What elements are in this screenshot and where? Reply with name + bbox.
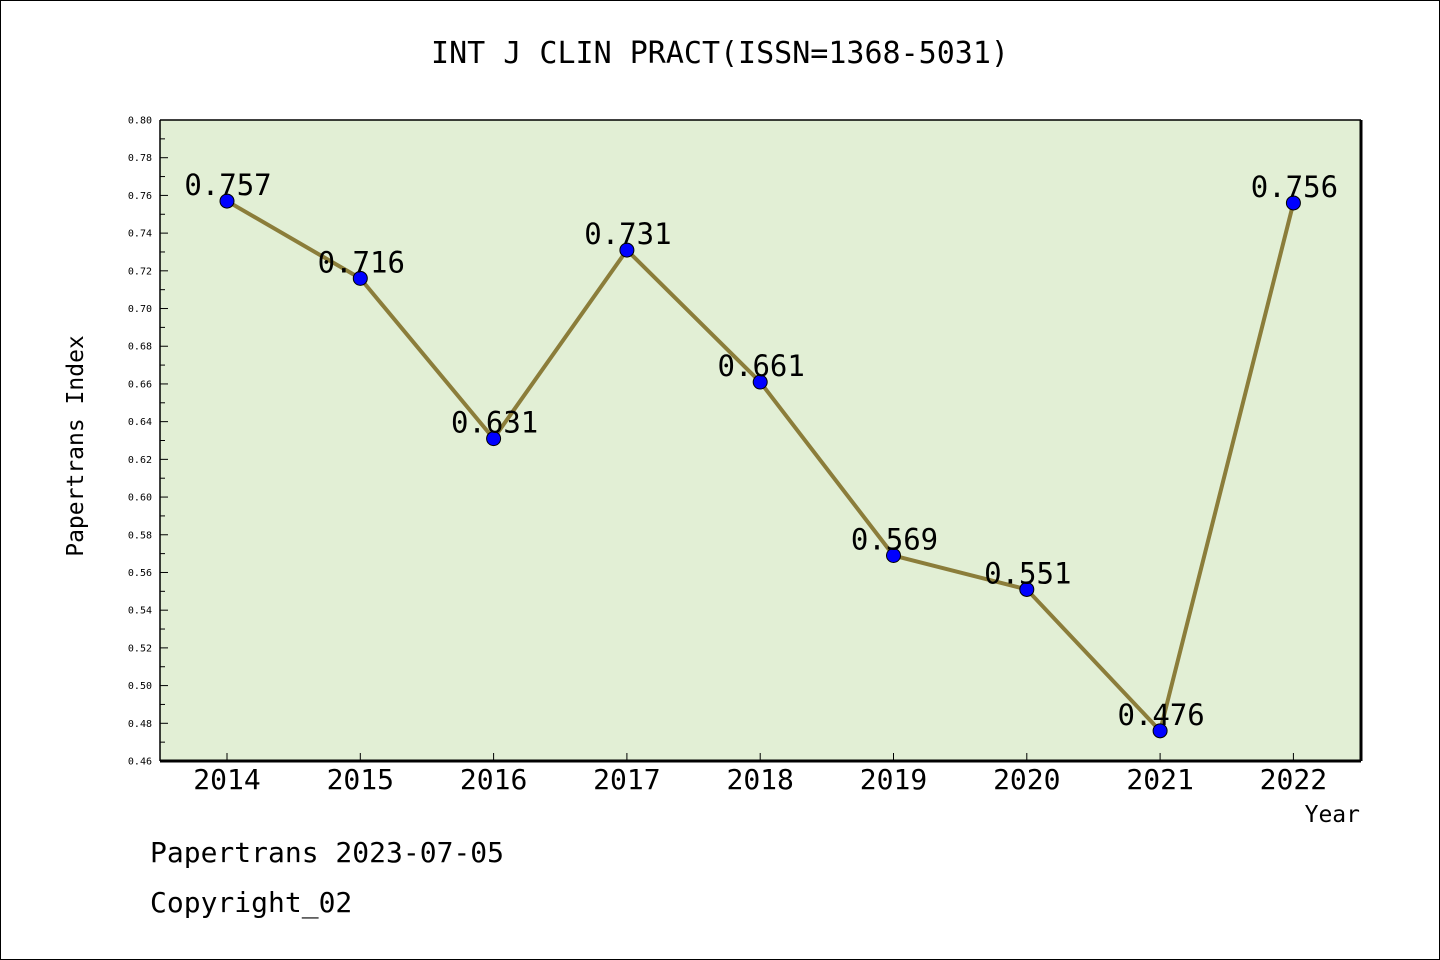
data-label: 0.661 [718,349,805,383]
x-axis-label: Year [1304,802,1360,828]
data-point [1285,195,1301,211]
y-tick-label: 0.58 [128,530,152,541]
y-tick-label: 0.78 [128,153,152,164]
x-tick-label: 2014 [193,763,260,796]
data-point [619,242,635,258]
y-tick-label: 0.54 [128,606,152,617]
y-tick-label: 0.64 [128,417,152,428]
data-label: 0.569 [851,523,938,557]
y-tick-label: 0.50 [128,681,152,692]
data-label: 0.551 [984,556,1071,590]
data-label: 0.476 [1117,698,1204,732]
x-tick-label: 2017 [593,763,660,796]
x-tick-label: 2016 [460,763,527,796]
x-tick-label: 2020 [993,763,1060,796]
data-label: 0.756 [1251,170,1338,204]
y-tick-label: 0.80 [128,116,152,127]
data-label: 0.731 [584,217,671,251]
data-label: 0.757 [184,168,271,202]
x-tick-label: 2019 [860,763,927,796]
y-tick-label: 0.60 [128,493,152,504]
y-tick-label: 0.52 [128,643,152,654]
data-point [1019,581,1035,597]
data-point [886,548,901,564]
x-tick-label: 2021 [1126,763,1193,796]
data-label: 0.631 [451,406,538,440]
y-tick-label: 0.48 [128,719,152,730]
y-tick-label: 0.62 [128,455,152,466]
data-point [219,193,235,209]
y-tick-label: 0.72 [128,266,152,277]
y-tick-label: 0.56 [128,568,152,579]
chart-title: INT J CLIN PRACT(ISSN=1368-5031) [431,36,1009,71]
y-tick-label: 0.68 [128,342,152,353]
data-label: 0.716 [318,245,405,279]
y-tick-label: 0.76 [128,191,152,202]
data-point [1152,723,1168,739]
x-tick-label: 2022 [1260,763,1327,796]
y-tick-label: 0.70 [128,304,152,315]
data-point [752,374,768,390]
footer-copyright: Copyright_02 [150,886,353,919]
data-point [486,431,502,447]
y-tick-label: 0.66 [128,379,152,390]
y-tick-label: 0.74 [128,229,152,240]
x-tick-label: 2015 [327,763,394,796]
data-point [352,270,368,286]
y-tick-label: 0.46 [128,757,152,768]
footer-date: Papertrans 2023-07-05 [150,836,505,869]
plot-area [160,120,1361,761]
y-axis-label: Papertrans Index [63,335,89,557]
x-tick-label: 2018 [726,763,793,796]
